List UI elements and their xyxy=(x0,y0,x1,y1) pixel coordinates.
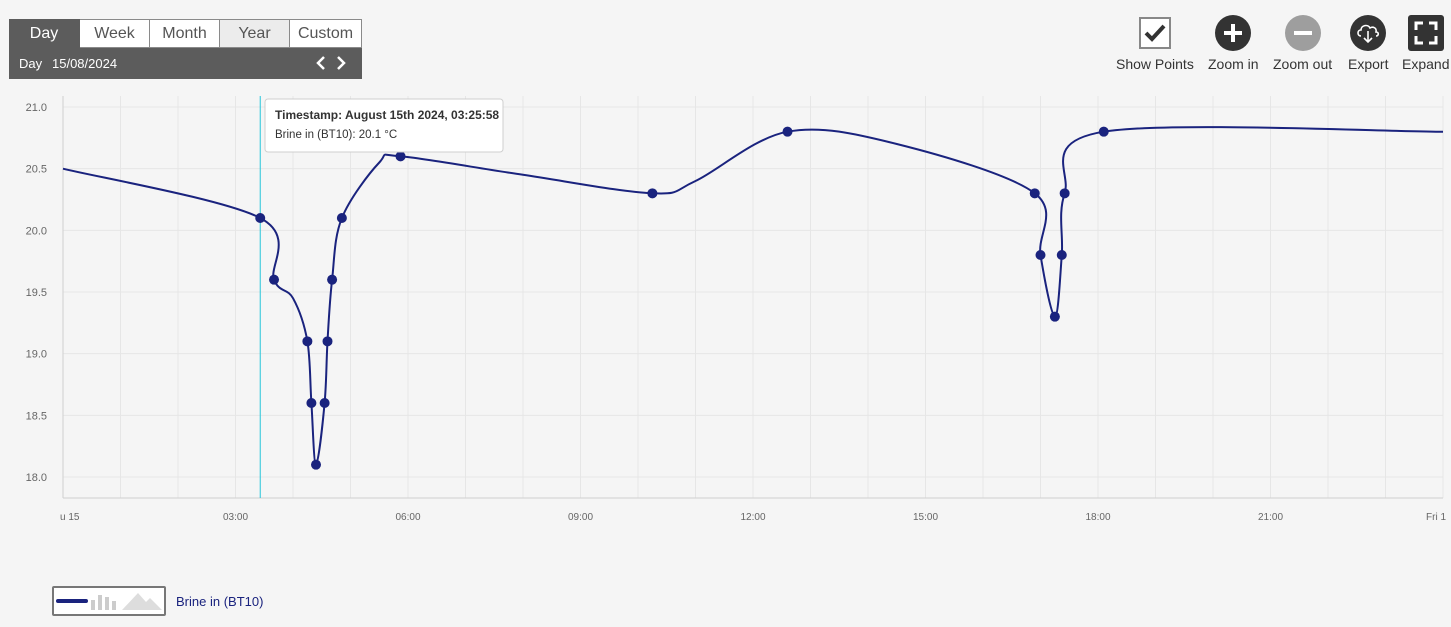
x-tick-label: 09:00 xyxy=(568,512,593,523)
chevron-right-icon xyxy=(337,56,346,70)
zoom-in-button[interactable]: Zoom in xyxy=(1208,15,1259,72)
chart-axes: 18.0 18.5 19.0 19.5 20.0 20.5 21.0 u 15 03:00 06:… xyxy=(26,96,1446,523)
zoom-in-label: Zoom in xyxy=(1208,56,1259,72)
tab-year[interactable]: Year xyxy=(220,19,290,48)
plus-circle-icon xyxy=(1215,15,1252,51)
checkbox-checked-icon xyxy=(1138,17,1171,49)
tab-custom[interactable]: Custom xyxy=(290,19,362,48)
data-point[interactable] xyxy=(395,151,406,162)
y-tick-label: 21.0 xyxy=(26,102,47,114)
data-point[interactable] xyxy=(255,213,266,223)
chevron-left-icon xyxy=(316,56,325,70)
data-point[interactable] xyxy=(322,336,333,347)
minus-circle-icon xyxy=(1284,15,1321,51)
zoom-out-label: Zoom out xyxy=(1273,56,1333,72)
zoom-out-button[interactable]: Zoom out xyxy=(1273,15,1332,72)
prev-date-button[interactable] xyxy=(312,53,330,73)
export-label: Export xyxy=(1348,56,1389,72)
expand-label: Expand xyxy=(1402,56,1450,72)
data-point[interactable] xyxy=(327,274,338,285)
data-point[interactable] xyxy=(306,398,317,408)
x-tick-label: 12:00 xyxy=(740,512,765,523)
data-point[interactable] xyxy=(319,398,330,408)
data-point[interactable] xyxy=(269,274,280,285)
x-tick-label: 18:00 xyxy=(1085,512,1110,523)
chart-grid xyxy=(62,96,1444,498)
y-tick-label: 19.5 xyxy=(26,287,47,299)
show-points-label: Show Points xyxy=(1116,56,1194,72)
tab-day[interactable]: Day xyxy=(9,19,80,48)
next-date-button[interactable] xyxy=(332,53,350,73)
series-style-icon xyxy=(56,593,162,610)
data-point[interactable] xyxy=(1059,188,1070,199)
data-point[interactable] xyxy=(1098,126,1109,137)
legend-toggle-brine-in[interactable] xyxy=(52,586,166,616)
period-tabs: Day Week Month Year Custom xyxy=(9,19,362,48)
show-points-toggle[interactable]: Show Points xyxy=(1116,15,1194,72)
x-tick-label: Fri 1 xyxy=(1426,512,1446,523)
date-value: 15/08/2024 xyxy=(52,56,118,71)
data-point[interactable] xyxy=(1035,250,1046,260)
y-tick-label: 20.0 xyxy=(26,225,47,237)
y-tick-label: 18.5 xyxy=(26,410,47,422)
date-navigator: Day 15/08/2024 xyxy=(9,48,362,79)
fullscreen-icon xyxy=(1407,15,1444,51)
cloud-download-icon xyxy=(1350,15,1387,51)
y-tick-label: 19.0 xyxy=(26,349,47,361)
legend-label-brine-in: Brine in (BT10) xyxy=(176,594,264,609)
x-tick-label: 03:00 xyxy=(223,512,248,523)
y-tick-label: 20.5 xyxy=(26,164,47,176)
x-tick-label: 06:00 xyxy=(395,512,420,523)
x-tick-label: u 15 xyxy=(60,512,80,523)
data-point[interactable] xyxy=(1029,188,1040,199)
tooltip-timestamp: Timestamp: August 15th 2024, 03:25:58 xyxy=(275,108,499,122)
export-button[interactable]: Export xyxy=(1348,15,1388,72)
data-point[interactable] xyxy=(1056,250,1067,260)
line-chart: 18.0 18.5 19.0 19.5 20.0 20.5 21.0 u 15 03:00 06:… xyxy=(26,96,1446,523)
tooltip: Timestamp: August 15th 2024, 03:25:58 Br… xyxy=(264,98,504,153)
series-points xyxy=(255,126,1109,470)
data-point[interactable] xyxy=(647,188,658,199)
expand-button[interactable]: Expand xyxy=(1402,15,1449,72)
tooltip-value: Brine in (BT10): 20.1 °C xyxy=(275,129,397,141)
data-point[interactable] xyxy=(302,336,313,347)
x-tick-label: 15:00 xyxy=(913,512,938,523)
data-point[interactable] xyxy=(311,459,321,470)
data-point[interactable] xyxy=(1049,311,1060,322)
period-panel: Day Week Month Year Custom Day 15/08/202… xyxy=(9,19,362,79)
tab-month[interactable]: Month xyxy=(150,19,220,48)
data-point[interactable] xyxy=(336,213,347,223)
date-label: Day xyxy=(19,56,43,71)
y-tick-label: 18.0 xyxy=(26,472,47,484)
x-tick-label: 21:00 xyxy=(1258,512,1283,523)
data-point[interactable] xyxy=(782,126,793,137)
tab-week[interactable]: Week xyxy=(80,19,150,48)
